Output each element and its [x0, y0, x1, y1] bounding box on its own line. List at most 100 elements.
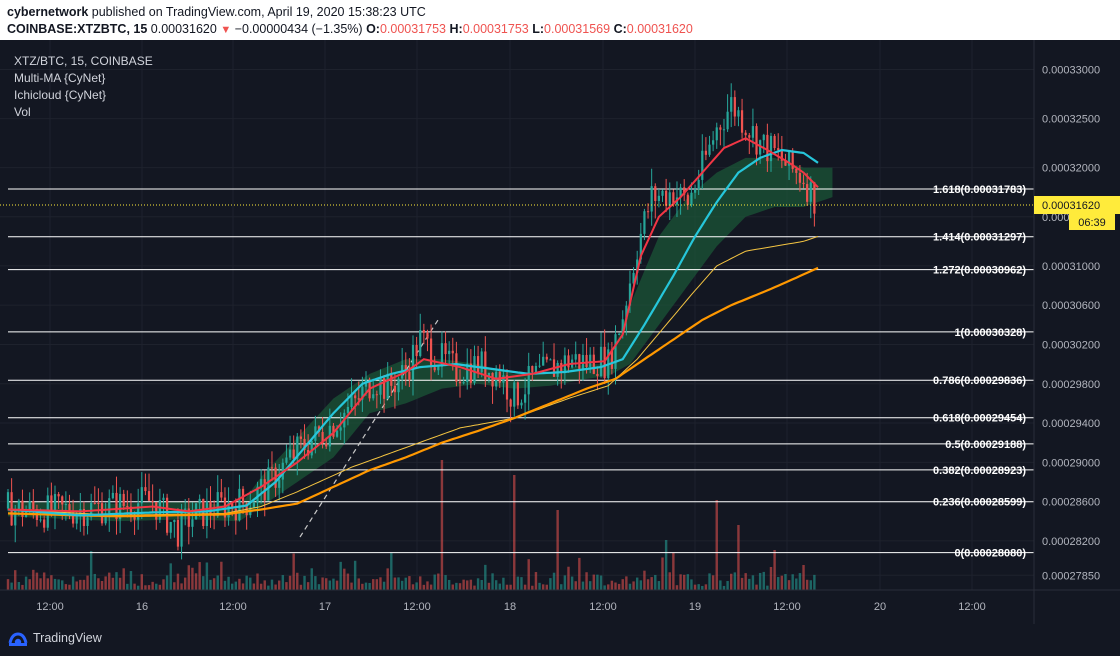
change-text: −0.00000434 (−1.35%)	[234, 22, 363, 36]
candle-body	[256, 486, 259, 503]
volume-bar	[784, 574, 787, 590]
candle-body	[53, 494, 57, 512]
ma-orange-line	[7, 266, 819, 518]
candle-body	[260, 479, 263, 487]
candle-body	[444, 343, 447, 355]
volume-bar	[422, 584, 426, 590]
volume-bar	[780, 575, 784, 590]
volume-bar	[650, 577, 653, 590]
price-tick-label: 0.00028200	[1042, 536, 1100, 548]
price-axis-labels: 0.000330000.000325000.000320000.00031500…	[1042, 64, 1100, 582]
candle-body	[198, 498, 201, 504]
candle-body	[288, 449, 292, 458]
time-tick-label: 12:00	[36, 601, 64, 613]
volume-bar	[625, 576, 628, 590]
volume-bar	[321, 577, 324, 590]
legend-title[interactable]: XTZ/BTC, 15, COINBASE	[14, 54, 153, 68]
legend-ichi[interactable]: Ichicloud {CyNet}	[14, 88, 107, 102]
volume-bar	[730, 573, 733, 590]
volume-bar	[133, 583, 136, 590]
candle-body	[773, 135, 776, 149]
volume-bar	[292, 553, 295, 590]
volume-bar	[635, 577, 639, 590]
volume-bar	[169, 563, 172, 590]
volume-bar	[751, 575, 755, 590]
candle-body	[390, 373, 393, 386]
candle-body	[426, 332, 429, 339]
volume-bar	[263, 580, 266, 590]
time-tick-label: 20	[874, 601, 886, 613]
volume-bar	[256, 573, 259, 590]
volume-bar	[451, 584, 454, 590]
volume-bar	[715, 500, 718, 590]
volume-bars	[6, 460, 816, 590]
candle-body	[285, 457, 288, 463]
candle-body	[437, 366, 440, 371]
volume-bar	[563, 575, 567, 590]
volume-bar	[187, 565, 191, 590]
volume-bar	[574, 581, 577, 590]
legend-vol[interactable]: Vol	[14, 105, 31, 119]
volume-bar	[158, 584, 162, 590]
volume-bar	[588, 581, 592, 590]
volume-bar	[567, 566, 570, 590]
candle-body	[440, 343, 444, 367]
volume-bar	[234, 581, 238, 590]
candle-body	[466, 363, 469, 383]
candle-body	[118, 493, 122, 520]
trend-line[interactable]	[299, 319, 439, 538]
volume-bar	[505, 584, 509, 590]
volume-bar	[509, 584, 512, 590]
tradingview-logo-icon[interactable]	[7, 630, 29, 648]
fib-label: 1.414(0.00031297)	[933, 232, 1026, 244]
candle-body	[744, 132, 747, 136]
candle-body	[433, 367, 436, 371]
volume-bar	[755, 584, 758, 590]
volume-bar	[108, 572, 111, 590]
candle-body	[137, 503, 140, 520]
volume-bar	[541, 584, 545, 590]
volume-bar	[386, 568, 389, 590]
candle-body	[806, 184, 809, 202]
candle-body	[299, 436, 303, 439]
volume-bar	[97, 578, 100, 590]
candle-body	[147, 491, 151, 501]
volume-bar	[578, 557, 581, 590]
volume-bar	[325, 578, 328, 590]
fib-levels: 1.618(0.00031783) 1.414(0.00031297) 1.272(…	[8, 184, 1034, 560]
volume-bar	[664, 540, 668, 590]
volume-bar	[646, 579, 650, 590]
price-chart[interactable]: 1.618(0.00031783) 1.414(0.00031297) 1.272(…	[0, 40, 1120, 624]
volume-bar	[71, 576, 75, 590]
candle-body	[715, 127, 718, 141]
legend-ma[interactable]: Multi-MA {CyNet}	[14, 71, 106, 85]
candle-body	[375, 394, 378, 396]
volume-bar	[722, 585, 726, 590]
volume-bar	[545, 584, 549, 590]
volume-bar	[136, 585, 140, 590]
volume-bar	[769, 567, 773, 590]
candle-body	[238, 488, 241, 521]
price-axis[interactable]	[1034, 40, 1120, 590]
author-name[interactable]: cybernetwork	[7, 5, 89, 19]
volume-bar	[813, 574, 816, 590]
candle-body	[75, 514, 78, 524]
volume-bar	[440, 460, 444, 590]
candle-body	[354, 395, 357, 399]
candle-body	[184, 508, 187, 511]
candle-body	[361, 386, 364, 400]
volume-bar	[560, 584, 563, 590]
ma-slow-line	[7, 148, 819, 517]
volume-bar	[50, 575, 53, 590]
volume-bar	[726, 581, 729, 590]
volume-bar	[802, 565, 805, 590]
volume-bar	[303, 575, 306, 590]
candle-body	[133, 515, 136, 520]
volume-bar	[617, 583, 621, 590]
price-tick-label: 0.00029400	[1042, 418, 1100, 430]
candle-body	[144, 487, 147, 492]
volume-bar	[35, 572, 39, 590]
candle-body	[769, 135, 773, 162]
tradingview-brand[interactable]: TradingView	[33, 631, 102, 645]
volume-bar	[610, 580, 614, 590]
